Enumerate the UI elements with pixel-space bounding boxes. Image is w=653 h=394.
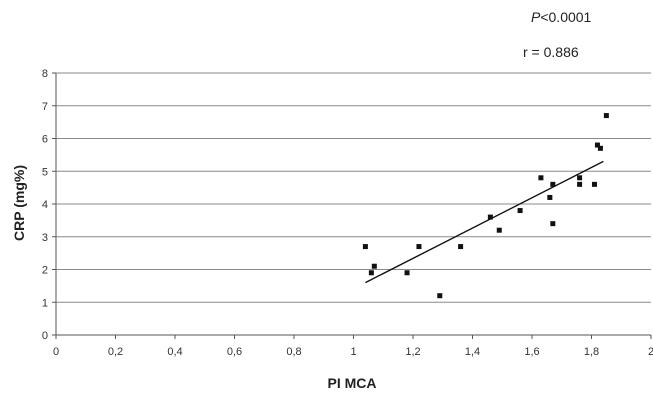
data-point (371, 263, 377, 269)
data-point (416, 244, 422, 250)
data-point (597, 145, 603, 151)
gridlines (56, 72, 651, 303)
y-tick-label: 4 (42, 199, 48, 211)
x-tick-label: 0 (53, 346, 59, 358)
trendline-group (365, 160, 604, 284)
x-tick-label: 1 (350, 346, 356, 358)
y-tick-label: 6 (42, 134, 48, 146)
y-tick-label: 7 (42, 101, 48, 113)
data-point (547, 194, 553, 200)
p-value-symbol: P (531, 9, 541, 25)
y-tick-labels: 0 1 2 3 4 5 6 7 8 (42, 68, 48, 342)
data-point (603, 113, 609, 119)
x-tick-label: 1,4 (465, 346, 480, 358)
data-point (368, 270, 374, 276)
y-tick-label: 2 (42, 265, 48, 277)
y-tick-label: 5 (42, 166, 48, 178)
data-points (362, 113, 609, 299)
axes (52, 72, 652, 339)
x-tick-label: 0,6 (227, 346, 242, 358)
data-point (437, 293, 443, 299)
x-tick-label: 0,8 (286, 346, 301, 358)
data-point (577, 181, 583, 187)
y-tick-label: 8 (42, 68, 48, 80)
data-point (496, 227, 502, 233)
data-point (577, 175, 583, 181)
data-point (594, 142, 600, 148)
data-point (550, 221, 556, 227)
correlation-annotation: r = 0.886 (523, 44, 579, 60)
p-value-text: <0.0001 (540, 9, 592, 25)
data-point (404, 270, 410, 276)
x-tick-label: 1,8 (584, 346, 599, 358)
trendline (365, 160, 604, 284)
data-point (538, 175, 544, 181)
y-tick-label: 0 (42, 330, 48, 342)
data-point (458, 244, 464, 250)
y-tick-label: 1 (42, 297, 48, 309)
p-value-annotation: P<0.0001 (531, 9, 591, 25)
y-tick-label: 3 (42, 232, 48, 244)
data-point (550, 181, 556, 187)
data-point (487, 214, 493, 220)
x-tick-label: 1,6 (524, 346, 539, 358)
y-axis-label: CRP (mg%) (11, 165, 27, 241)
x-tick-label: 0,4 (167, 346, 182, 358)
x-tick-label: 0,2 (108, 346, 123, 358)
x-tick-labels: 0 0,2 0,4 0,6 0,8 1 1,2 1,4 1,6 1,8 2 (53, 346, 653, 358)
x-tick-label: 1,2 (405, 346, 420, 358)
x-tick-label: 2 (648, 346, 653, 358)
data-point (517, 208, 523, 214)
data-point (362, 244, 368, 250)
x-axis-label: PI MCA (328, 375, 377, 391)
data-point (591, 181, 597, 187)
